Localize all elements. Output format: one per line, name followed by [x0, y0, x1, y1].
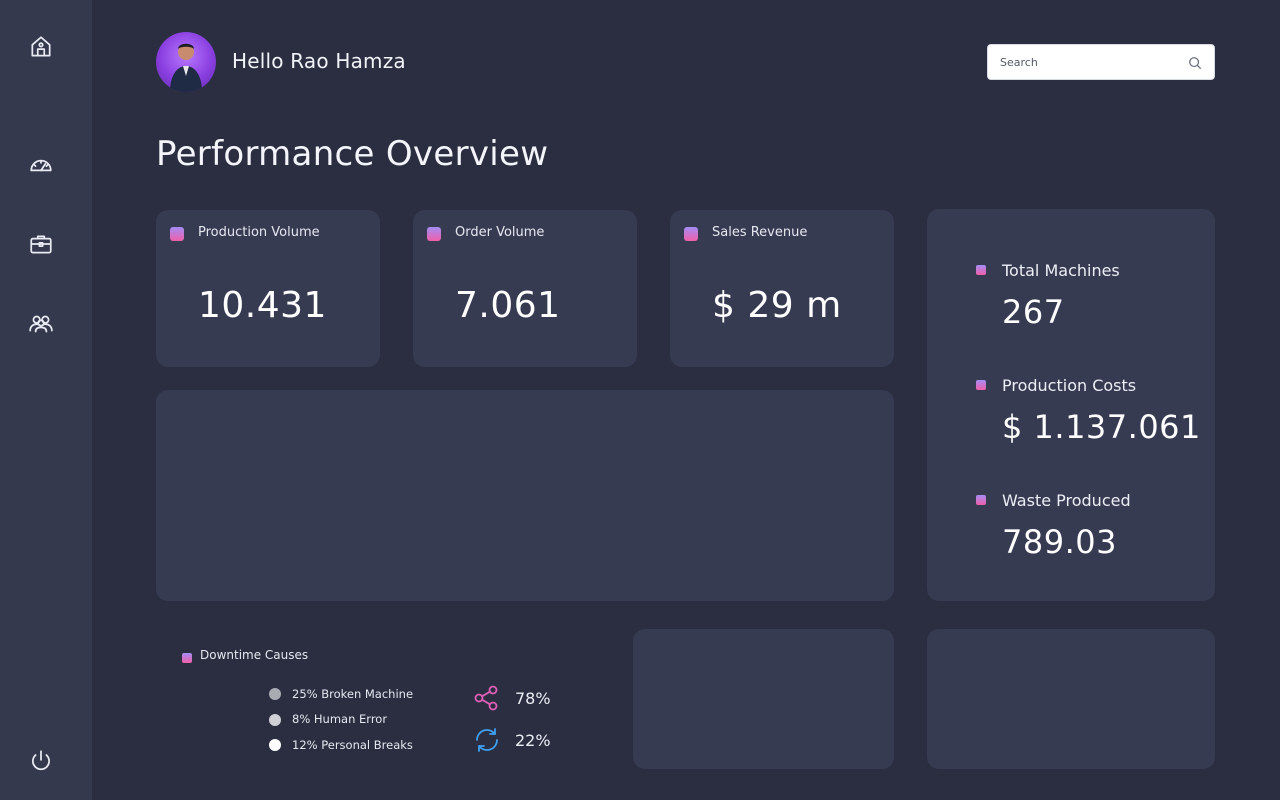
card-value: 10.431 [198, 285, 327, 326]
stat-marker-icon [976, 380, 986, 390]
production-costs-label: Production Costs [1002, 376, 1137, 395]
avatar[interactable] [156, 32, 216, 92]
page-title: Performance Overview [156, 134, 549, 174]
sidebar [0, 0, 92, 800]
downtime-marker-icon [182, 653, 192, 663]
search-icon[interactable] [1188, 55, 1202, 70]
share-stat-value: 78% [515, 689, 551, 708]
card-value: 7.061 [455, 285, 561, 326]
search-box[interactable] [987, 44, 1215, 80]
card-marker-icon [170, 227, 184, 241]
production-costs-value: $ 1.137.061 [1002, 408, 1201, 446]
total-machines-label: Total Machines [1002, 261, 1120, 280]
card-label: Order Volume [455, 225, 545, 240]
legend-item: 12% Personal Breaks [292, 738, 413, 752]
home-icon[interactable] [28, 34, 54, 60]
power-icon[interactable] [28, 748, 54, 774]
production-volume-card[interactable]: Production Volume 10.431 [156, 210, 380, 367]
downtime-title: Downtime Causes [200, 648, 309, 662]
search-input[interactable] [1000, 55, 1188, 69]
users-icon[interactable] [28, 310, 54, 336]
main-chart-card [156, 390, 894, 601]
legend-dot-human-error [269, 714, 281, 726]
summary-stats-card: Total Machines 267 Production Costs $ 1.… [927, 209, 1215, 601]
card-marker-icon [684, 227, 698, 241]
legend-dot-personal-breaks [269, 739, 281, 751]
waste-produced-value: 789.03 [1002, 523, 1117, 561]
waste-produced-label: Waste Produced [1002, 491, 1131, 510]
card-marker-icon [427, 227, 441, 241]
refresh-stat-value: 22% [515, 731, 551, 750]
dashboard-gauge-icon[interactable] [28, 152, 54, 178]
card-label: Sales Revenue [712, 225, 808, 240]
card-label: Production Volume [198, 225, 320, 240]
bottom-card-2 [927, 629, 1215, 769]
total-machines-value: 267 [1002, 293, 1065, 331]
legend-dot-broken-machine [269, 688, 281, 700]
legend-item: 25% Broken Machine [292, 687, 414, 701]
legend-item: 8% Human Error [292, 712, 388, 726]
stat-marker-icon [976, 495, 986, 505]
stat-marker-icon [976, 265, 986, 275]
refresh-icon [473, 726, 501, 754]
share-icon [473, 684, 501, 712]
card-value: $ 29 m [712, 285, 842, 326]
order-volume-card[interactable]: Order Volume 7.061 [413, 210, 637, 367]
sales-revenue-card[interactable]: Sales Revenue $ 29 m [670, 210, 894, 367]
briefcase-icon[interactable] [28, 231, 54, 257]
greeting-text: Hello Rao Hamza [232, 49, 406, 73]
bottom-card-1 [633, 629, 894, 769]
